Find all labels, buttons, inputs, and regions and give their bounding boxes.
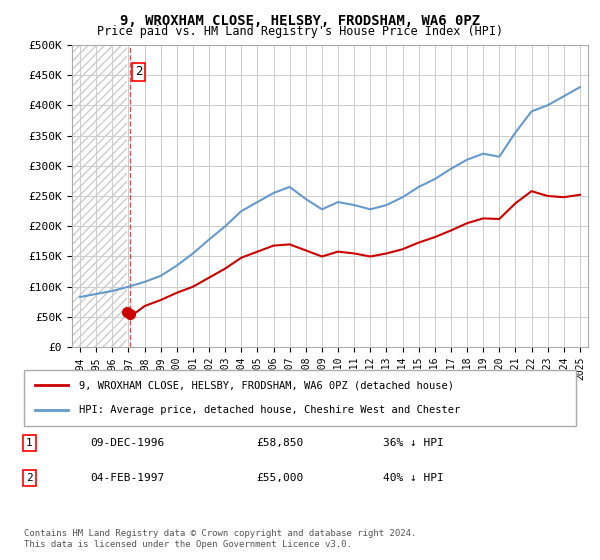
Text: Contains HM Land Registry data © Crown copyright and database right 2024.
This d: Contains HM Land Registry data © Crown c… [24,529,416,549]
Text: 40% ↓ HPI: 40% ↓ HPI [383,473,443,483]
Text: 04-FEB-1997: 04-FEB-1997 [90,473,164,483]
Text: 9, WROXHAM CLOSE, HELSBY, FRODSHAM, WA6 0PZ: 9, WROXHAM CLOSE, HELSBY, FRODSHAM, WA6 … [120,14,480,28]
Text: 09-DEC-1996: 09-DEC-1996 [90,438,164,448]
Text: 9, WROXHAM CLOSE, HELSBY, FRODSHAM, WA6 0PZ (detached house): 9, WROXHAM CLOSE, HELSBY, FRODSHAM, WA6 … [79,380,454,390]
Text: 36% ↓ HPI: 36% ↓ HPI [383,438,443,448]
Text: 1: 1 [26,438,33,448]
Text: £58,850: £58,850 [256,438,303,448]
Text: 2: 2 [135,65,142,78]
Text: £55,000: £55,000 [256,473,303,483]
Text: HPI: Average price, detached house, Cheshire West and Chester: HPI: Average price, detached house, Ches… [79,405,460,415]
FancyBboxPatch shape [24,370,576,426]
Text: 2: 2 [26,473,33,483]
Text: Price paid vs. HM Land Registry's House Price Index (HPI): Price paid vs. HM Land Registry's House … [97,25,503,38]
